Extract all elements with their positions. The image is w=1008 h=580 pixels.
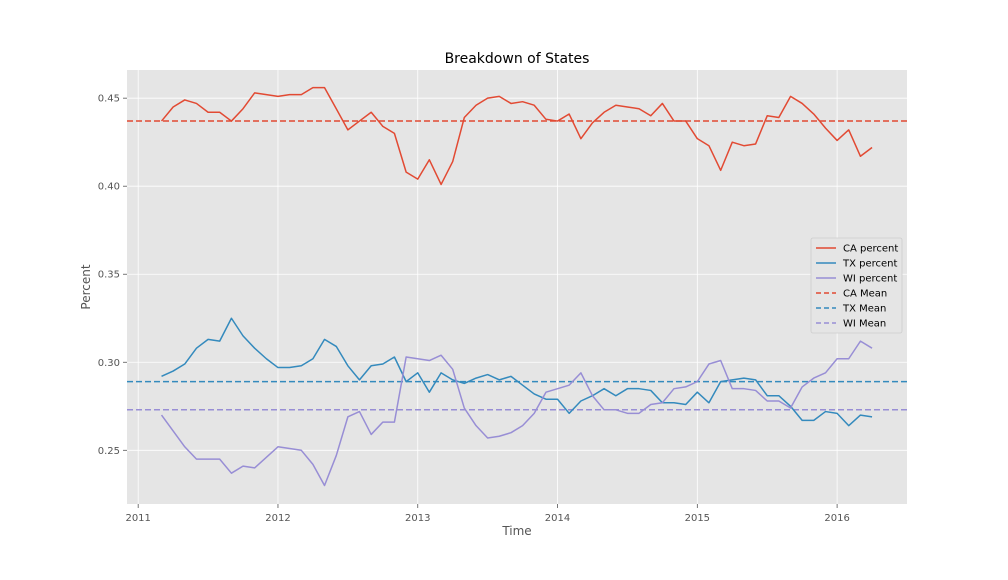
x-tick-label: 2012 — [265, 513, 290, 524]
series-lines — [160, 86, 873, 487]
legend-label: CA Mean — [843, 289, 887, 300]
x-axis-label: Time — [501, 524, 531, 538]
series-line-tx-percent — [161, 317, 873, 427]
y-tick-label: 0.45 — [98, 94, 120, 105]
x-axis-ticks: 2011 2012 2013 2014 2015 2016 — [125, 504, 850, 524]
series-line-wi-percent — [160, 340, 873, 487]
legend-item: WI Mean — [816, 319, 886, 330]
y-tick-label: 0.30 — [98, 358, 120, 369]
legend-label: WI Mean — [843, 319, 886, 330]
x-tick-label: 2015 — [685, 513, 710, 524]
y-tick-label: 0.35 — [98, 270, 120, 281]
x-tick-label: 2016 — [824, 513, 849, 524]
y-tick-label: 0.40 — [98, 182, 120, 193]
legend-item: CA percent — [816, 244, 898, 255]
series-line-ca-percent — [160, 86, 873, 186]
x-tick-label: 2013 — [405, 513, 430, 524]
chart-title: Breakdown of States — [445, 51, 590, 67]
x-tick-label: 2011 — [125, 513, 150, 524]
legend-label: TX Mean — [842, 304, 886, 315]
legend-label: CA percent — [843, 244, 898, 255]
legend: CA percent TX percent WI percent CA Mean TX … — [810, 237, 903, 334]
legend-item: TX Mean — [816, 304, 886, 315]
plot-area — [127, 70, 907, 504]
legend-label: TX percent — [842, 259, 898, 270]
y-axis-ticks: 0.25 0.30 0.35 0.40 0.45 — [98, 94, 127, 457]
y-tick-label: 0.25 — [98, 446, 120, 457]
legend-item: CA Mean — [816, 289, 887, 300]
x-tick-label: 2014 — [545, 513, 570, 524]
y-axis-label: Percent — [79, 264, 93, 309]
legend-label: WI percent — [843, 274, 897, 285]
legend-box — [810, 237, 903, 334]
legend-item: TX percent — [816, 259, 898, 270]
legend-item: WI percent — [816, 274, 897, 285]
